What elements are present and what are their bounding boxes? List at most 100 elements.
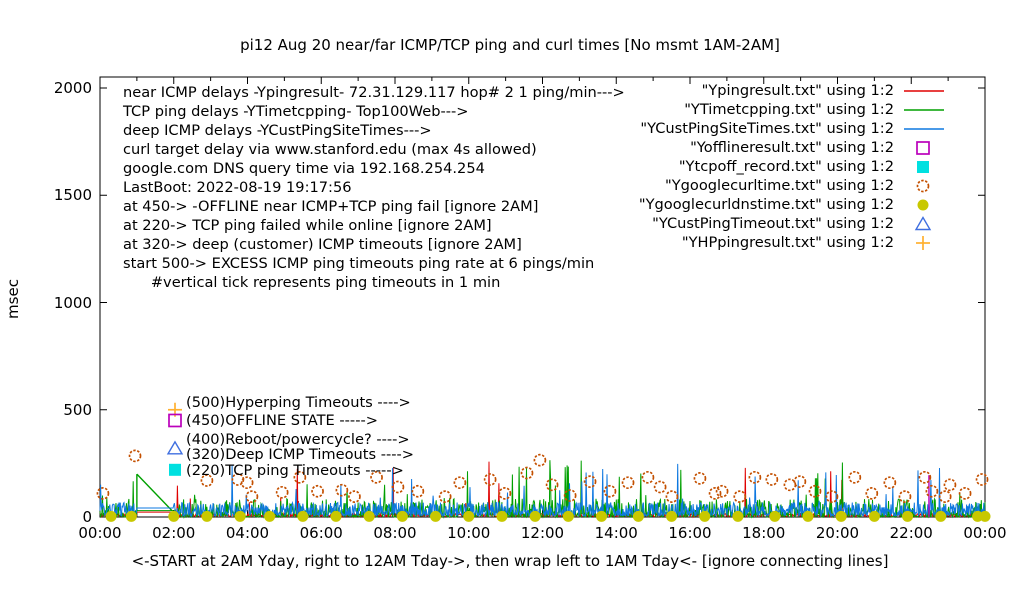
series-point-Ygooglecurltime.txt xyxy=(311,484,324,498)
series-point-Ygooglecurltime.txt xyxy=(848,470,862,484)
series-point-Ygooglecurltime.txt xyxy=(665,490,679,503)
legend-glyph-filled-circle xyxy=(917,199,929,210)
callout-label: (400)Reboot/powercycle? ----> xyxy=(186,430,410,448)
annotation-line: google.com DNS query time via 192.168.25… xyxy=(123,160,485,177)
series-point-Ygooglecurldnstime.txt xyxy=(125,510,137,522)
series-point-Ygooglecurltime.txt xyxy=(391,480,405,494)
series-point-Ygooglecurltime.txt xyxy=(293,470,307,484)
series-point-Ygooglecurltime.txt xyxy=(370,470,383,484)
series-point-Ygooglecurltime.txt xyxy=(96,487,110,500)
series-point-Ygooglecurltime.txt xyxy=(583,475,597,488)
series-point-Ygooglecurltime.txt xyxy=(708,487,722,500)
series-point-Ygooglecurltime.txt xyxy=(793,475,807,488)
annotation-line: #vertical tick represents ping timeouts … xyxy=(123,274,501,291)
series-point-Ygooglecurldnstime.txt xyxy=(596,510,607,522)
series-point-Ygooglecurltime.txt xyxy=(603,484,617,498)
legend-entry: "Ypingresult.txt" using 1:2 xyxy=(560,81,948,100)
series-point-Ygooglecurltime.txt xyxy=(533,453,547,467)
series-point-Ygooglecurldnstime.txt xyxy=(430,510,442,522)
series-point-Ygooglecurldnstime.txt xyxy=(396,510,408,522)
series-point-Ygooglecurltime.txt xyxy=(200,474,214,487)
series-point-Ygooglecurldnstime.txt xyxy=(979,510,991,522)
y-tick-label: 0 xyxy=(82,508,92,526)
series-point-Ygooglecurldnstime.txt xyxy=(868,510,880,522)
legend-entry-label: "Ytcpoff_record.txt" using 1:2 xyxy=(678,158,894,175)
series-point-Ygooglecurltime.txt xyxy=(245,490,259,503)
series-point-Ygooglecurldnstime.txt xyxy=(297,510,309,522)
callout-label: (450)OFFLINE STATE -----> xyxy=(186,412,378,430)
series-point-Ygooglecurltime.txt xyxy=(641,470,655,484)
series-point-Ygooglecurldnstime.txt xyxy=(201,510,213,522)
callout-marker xyxy=(169,463,181,476)
series-YTimetcpping.txt xyxy=(99,460,986,519)
series-point-Ygooglecurltime.txt xyxy=(128,449,142,463)
series-point-Ygooglecurltime.txt xyxy=(748,470,762,484)
series-point-Ygooglecurldnstime.txt xyxy=(529,510,541,522)
series-point-Ygooglecurltime.txt xyxy=(653,480,667,494)
y-tick-label: 1000 xyxy=(53,293,92,312)
series-point-Ygooglecurldnstime.txt xyxy=(769,510,781,522)
legend-entry-label: "Ypingresult.txt" using 1:2 xyxy=(701,82,894,99)
x-tick-label: 06:00 xyxy=(299,524,343,542)
x-tick-label: 18:00 xyxy=(742,524,786,542)
series-point-Ygooglecurldnstime.txt xyxy=(330,510,342,522)
series-segment-YTimetcpping.txt xyxy=(136,473,173,512)
series-point-Ygooglecurldnstime.txt xyxy=(264,510,276,522)
series-point-Ygooglecurltime.txt xyxy=(348,490,361,503)
series-point-Ygooglecurltime.txt xyxy=(715,484,729,498)
legend-glyph-line xyxy=(904,127,944,130)
annotation-line: at 320-> deep (customer) ICMP timeouts [… xyxy=(123,236,522,253)
x-tick-label: 16:00 xyxy=(668,524,712,542)
legend-entry: "YTimetcpping.txt" using 1:2 xyxy=(560,100,948,119)
series-point-Ygooglecurldnstime.txt xyxy=(632,510,644,522)
legend-entry-label: "Ygooglecurltime.txt" using 1:2 xyxy=(665,177,894,194)
annotation-line: TCP ping delays -YTimetcpping- Top100Web… xyxy=(123,103,469,120)
series-point-Ygooglecurldnstime.txt xyxy=(902,510,914,522)
series-point-Ygooglecurltime.txt xyxy=(545,478,559,492)
series-point-Ygooglecurltime.txt xyxy=(883,476,897,490)
series-point-Ygooglecurltime.txt xyxy=(240,476,254,490)
annotation-line: at 220-> TCP ping failed while online [i… xyxy=(123,217,492,234)
callout-label: (220)TCP ping Timeouts -----> xyxy=(186,462,404,480)
legend-glyph-open-triangle xyxy=(914,215,932,230)
annotation-line: at 450-> -OFFLINE near ICMP+TCP ping fai… xyxy=(123,198,539,215)
legend-entry: "Ygooglecurldnstime.txt" using 1:2 xyxy=(560,195,948,214)
annotation-line: start 500-> EXCESS ICMP ping timeouts pi… xyxy=(123,255,595,272)
legend-glyph-filled-square xyxy=(917,160,929,173)
series-point-Ygooglecurldnstime.txt xyxy=(562,510,574,522)
callout-marker xyxy=(166,440,184,455)
legend-entry-label: "YTimetcpping.txt" using 1:2 xyxy=(684,101,894,118)
chart-title: pi12 Aug 20 near/far ICMP/TCP ping and c… xyxy=(240,36,780,54)
legend-entry-label: "Ygooglecurldnstime.txt" using 1:2 xyxy=(638,196,894,213)
x-tick-label: 14:00 xyxy=(594,524,638,542)
series-point-Ygooglecurldnstime.txt xyxy=(835,510,847,522)
y-tick-label: 2000 xyxy=(53,79,92,97)
x-tick-label: 22:00 xyxy=(889,524,933,542)
series-point-Ygooglecurldnstime.txt xyxy=(699,510,711,522)
series-point-Ygooglecurltime.txt xyxy=(765,473,779,486)
callout-label: (500)Hyperping Timeouts ----> xyxy=(186,394,411,412)
annotation-line: near ICMP delays -Ypingresult- 72.31.129… xyxy=(123,84,625,101)
series-point-Ygooglecurltime.txt xyxy=(498,487,512,500)
series-point-Ygooglecurltime.txt xyxy=(938,490,952,503)
series-point-Ygooglecurltime.txt xyxy=(411,484,425,498)
series-YCustPingSiteTimes.txt xyxy=(99,463,986,518)
callout-label: (320)Deep ICMP Timeouts ----> xyxy=(186,446,415,463)
y-axis-label: msec xyxy=(4,279,22,319)
annotation-line: LastBoot: 2022-08-19 19:17:56 xyxy=(123,179,352,196)
series-point-Ygooglecurltime.txt xyxy=(958,487,972,500)
y-tick-label: 500 xyxy=(63,400,92,419)
x-tick-label: 20:00 xyxy=(815,524,860,542)
annotation-line: deep ICMP delays -YCustPingSiteTimes---> xyxy=(123,122,432,139)
x-tick-label: 00:00 xyxy=(963,524,1007,542)
callout-marker xyxy=(168,413,182,428)
x-tick-label: 00:00 xyxy=(78,524,122,542)
series-point-Ygooglecurltime.txt xyxy=(693,472,707,485)
series-point-Ygooglecurltime.txt xyxy=(898,490,912,503)
x-tick-label: 10:00 xyxy=(447,524,491,542)
legend-entry: "Ytcpoff_record.txt" using 1:2 xyxy=(560,157,948,176)
x-tick-label: 02:00 xyxy=(152,524,196,542)
series-point-Ygooglecurldnstime.txt xyxy=(168,510,180,522)
series-point-Ygooglecurltime.txt xyxy=(453,476,467,490)
